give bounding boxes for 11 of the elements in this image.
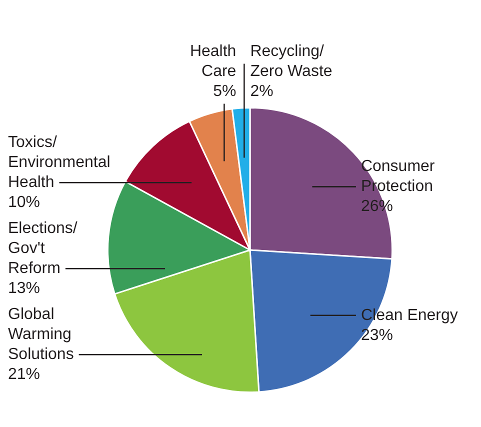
data-label: 13% bbox=[8, 280, 40, 298]
data-label: 2% bbox=[250, 83, 274, 100]
slice-label: Toxics/ Environmental Health bbox=[8, 134, 110, 192]
slice-label: Elections/ Gov't Reform bbox=[8, 220, 78, 278]
data-label: 21% bbox=[8, 366, 40, 384]
slice-label: Global Warming Solutions bbox=[8, 306, 74, 364]
slice-label: Health Care bbox=[190, 43, 236, 80]
data-label: 23% bbox=[360, 326, 393, 344]
slice-label: Recycling/ Zero Waste bbox=[250, 43, 332, 80]
data-label: 5% bbox=[213, 83, 236, 100]
data-label: 10% bbox=[8, 194, 40, 212]
